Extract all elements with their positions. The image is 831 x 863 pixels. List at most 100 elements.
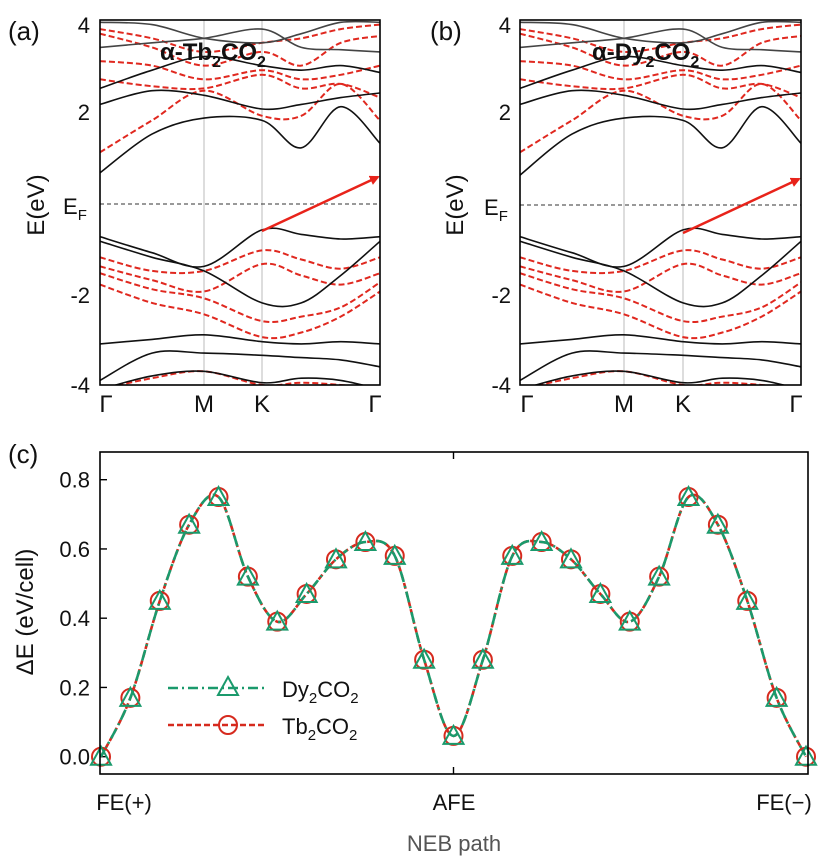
panel-c-xtick-afe: AFE [433, 790, 476, 815]
panel-c-xlabel: NEB path [407, 831, 501, 856]
panel-a-gap-arrow [261, 175, 380, 233]
panel-b-band-spin-up [520, 89, 801, 111]
panel-b-frame [519, 19, 802, 386]
point-dy2co2 [412, 647, 436, 669]
panel-a-ytick-m2: -2 [70, 283, 90, 308]
panel-a-band-spin-up [100, 350, 380, 382]
panel-a-band-spin-down [100, 283, 380, 340]
panel-c-xtick-fe-plus: FE(+) [96, 790, 152, 815]
panel-a-ytick-4: 4 [78, 13, 90, 38]
panel-a-band-spin-up [100, 89, 380, 111]
point-dy2co2 [618, 609, 642, 631]
panel-c-ytick-label: 0.0 [59, 745, 90, 770]
panel-b-band-spin-down [520, 272, 801, 324]
panel-b-gap-arrow [682, 177, 801, 235]
panel-b-ytick-m2: -2 [491, 283, 511, 308]
legend-tb2co2-marker [218, 715, 238, 735]
panel-b-klabel-k: K [675, 391, 691, 418]
point-dy2co2 [764, 685, 789, 707]
panel-b-band-structure: (b) α-Dy2CO2 4 2 -2 -4 EF E(eV) Γ M K Γ [430, 13, 803, 418]
panel-a-ytick-m4: -4 [70, 373, 90, 398]
point-dy2co2 [236, 564, 260, 586]
panel-a-band-spin-up [100, 105, 380, 174]
panel-b-band-spin-down [520, 60, 801, 81]
panel-b-band-spin-down [520, 82, 801, 154]
panel-a-title: α-Tb2CO2 [160, 39, 266, 71]
panel-a-klabel-k: K [254, 391, 270, 418]
panel-a-band-spin-down [100, 32, 380, 67]
panel-c-series-lines [99, 493, 808, 758]
series-line-dy2co2 [99, 493, 808, 758]
panel-a-band-spin-down [100, 60, 380, 81]
point-dy2co2 [794, 744, 818, 766]
point-dy2co2 [676, 484, 701, 507]
panel-b-ef-label: EF [484, 195, 508, 225]
point-dy2co2 [324, 547, 348, 569]
point-dy2co2 [471, 647, 495, 669]
panel-c-series-markers [89, 484, 818, 767]
panel-a-klabel-m: M [194, 391, 214, 418]
panel-b-band-spin-down [520, 73, 801, 99]
panel-c-label: (c) [8, 439, 38, 469]
point-dy2co2 [206, 484, 231, 507]
panel-b-klabel-gamma1: Γ [520, 391, 533, 418]
legend-entry-dy2co2: Dy2CO2 [168, 674, 359, 707]
panel-a-band-spin-down [100, 262, 380, 293]
panel-c-xtick-fe-minus: FE(−) [756, 790, 812, 815]
panel-c-ytick-label: 0.2 [59, 675, 90, 700]
panel-b-ytick-4: 4 [499, 13, 511, 38]
point-dy2co2 [735, 588, 759, 610]
panel-a-band-spin-up [100, 20, 380, 44]
panel-a-klabel-gamma2: Γ [368, 391, 381, 418]
legend-dy2co2-label: Dy2CO2 [282, 677, 359, 707]
panel-b-band-spin-up [520, 55, 801, 90]
panel-a-bands [100, 20, 380, 385]
point-dy2co2 [588, 581, 613, 603]
panel-b-band-spin-down [520, 262, 801, 293]
point-dy2co2 [500, 543, 524, 565]
panel-c-legend: Dy2CO2 Tb2CO2 [168, 674, 359, 744]
panel-a-band-spin-up [113, 370, 366, 385]
panel-b-band-spin-up [533, 370, 787, 385]
point-dy2co2 [265, 609, 289, 631]
panel-a-band-spin-down [100, 82, 380, 154]
panel-b-klabel-m: M [614, 391, 634, 418]
point-dy2co2 [441, 723, 466, 745]
panel-c-ytick-label: 0.6 [59, 537, 90, 562]
point-dy2co2 [148, 588, 172, 610]
panel-b-klabel-gamma2: Γ [789, 391, 802, 418]
panel-a-ylabel: E(eV) [23, 174, 50, 235]
panel-a-frame [99, 19, 381, 386]
panel-b-band-spin-up [520, 350, 801, 382]
panel-c-frame [99, 451, 809, 775]
legend-tb2co2-label: Tb2CO2 [282, 714, 357, 744]
legend-dy2co2-marker [216, 674, 240, 696]
point-dy2co2 [383, 543, 407, 565]
point-dy2co2 [529, 529, 554, 552]
panel-c-ytick-label: 0.8 [59, 468, 90, 493]
panel-a-label: (a) [8, 16, 40, 46]
panel-a-band-spin-up [100, 240, 380, 308]
panel-a-band-structure: (a) α-Tb2CO2 4 2 -2 -4 EF E(eV) Γ M K Γ [8, 13, 382, 418]
panel-b-label: (b) [430, 16, 462, 46]
panel-b-bands [520, 20, 801, 385]
panel-a-band-spin-down [100, 272, 380, 324]
panel-b-ylabel: E(eV) [442, 174, 469, 235]
panel-b-band-spin-up [520, 227, 801, 268]
panel-b-band-spin-down [520, 283, 801, 340]
panel-c-ticks: 0.0 0.2 0.4 0.6 0.8 [59, 452, 455, 774]
panel-c-ylabel: ΔE (eV/cell) [12, 549, 39, 676]
panel-a-band-spin-down [100, 249, 380, 275]
panel-a-ytick-2: 2 [78, 100, 90, 125]
point-dy2co2 [89, 744, 113, 766]
point-dy2co2 [647, 564, 671, 586]
point-dy2co2 [353, 529, 378, 552]
panel-a-band-spin-up [100, 55, 380, 90]
panel-b-band-spin-up [520, 105, 801, 176]
panel-a-band-spin-up [100, 28, 380, 53]
point-dy2co2 [177, 512, 201, 534]
legend-entry-tb2co2: Tb2CO2 [168, 714, 357, 744]
series-line-tb2co2 [99, 493, 808, 758]
panel-b-ytick-m4: -4 [491, 373, 511, 398]
